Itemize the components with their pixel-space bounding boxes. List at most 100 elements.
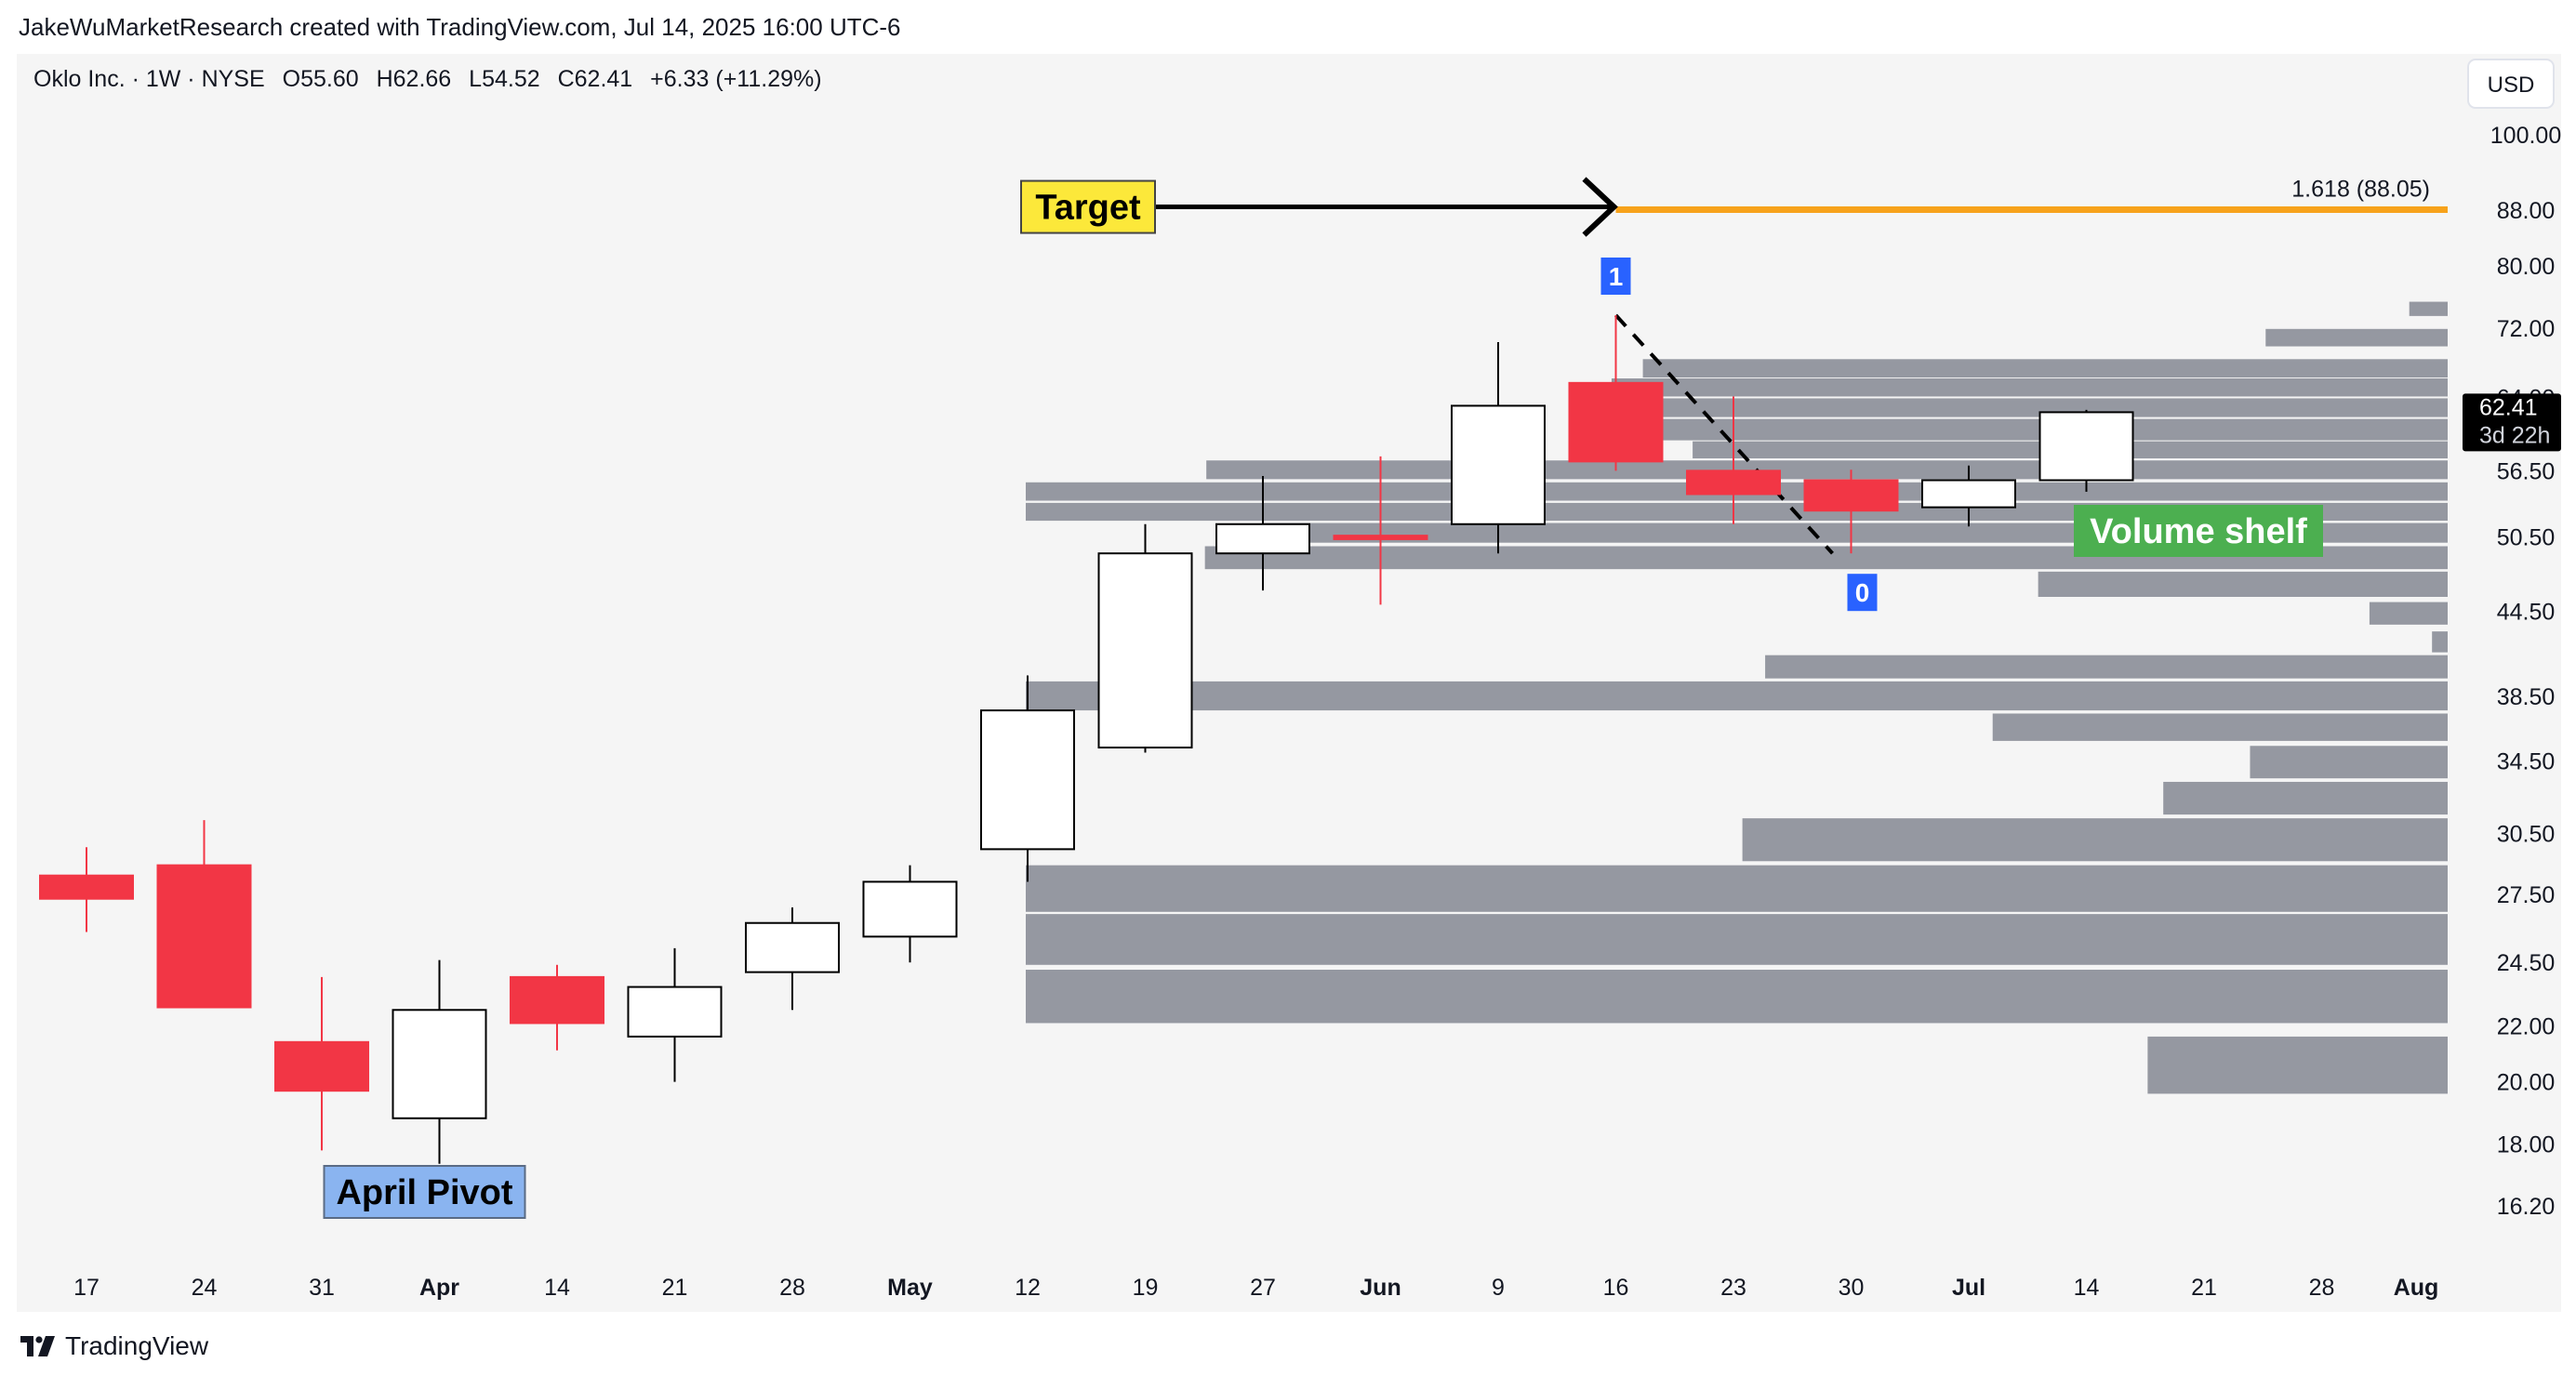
candle-body-down [274, 1040, 369, 1092]
time-axis-label: 28 [779, 1275, 805, 1301]
tradingview-logo-icon[interactable] [20, 1336, 56, 1356]
candle-body-down [1568, 381, 1664, 463]
candle[interactable] [156, 820, 252, 1009]
volume-profile-bar [1026, 865, 2448, 912]
time-axis-label: 12 [1015, 1275, 1041, 1301]
volume-profile-bar [2409, 301, 2448, 316]
price-axis-label: 24.50 [2497, 950, 2556, 976]
volume-profile-bar [1992, 713, 2448, 741]
price-axis[interactable]: 100.0088.0080.0072.0064.0056.5050.5044.5… [2490, 123, 2561, 1220]
candle-body-up [2038, 411, 2134, 482]
volume-shelf-label-text: Volume shelf [2090, 512, 2307, 551]
time-axis-label: 30 [1839, 1275, 1865, 1301]
april-pivot-label[interactable]: April Pivot [323, 1165, 526, 1219]
price-axis-label: 50.50 [2497, 524, 2556, 550]
chart-panel[interactable]: 1.618 (88.05) Target April Pivot Volume … [17, 54, 2561, 1312]
wave-dashed-line[interactable] [1614, 313, 1834, 555]
candle-body-up [627, 986, 723, 1038]
candle[interactable] [1451, 342, 1546, 554]
volume-profile-bar [1642, 359, 2448, 378]
candle-body-up [980, 709, 1075, 851]
price-axis-label: 56.50 [2497, 458, 2556, 484]
time-axis-label: Aug [2394, 1275, 2439, 1301]
svg-text:Oklo Inc. · 1W · NYSE: Oklo Inc. · 1W · NYSE O55.60 H62.66 L54.… [33, 66, 822, 92]
candle[interactable] [1333, 456, 1428, 605]
time-axis-label: 16 [1603, 1275, 1629, 1301]
candle[interactable] [2038, 409, 2134, 492]
price-axis-label: 100.00 [2490, 123, 2561, 149]
target-arrow[interactable] [1155, 177, 1618, 237]
legend-low: L54.52 [469, 66, 539, 92]
legend-change: +6.33 (+11.29%) [650, 66, 821, 92]
candle[interactable] [980, 675, 1075, 882]
april-pivot-label-box [323, 1165, 526, 1219]
price-axis-label: 16.20 [2497, 1194, 2556, 1220]
candlestick-series [39, 315, 2134, 1164]
candle-body-up [745, 921, 840, 973]
time-axis-label: May [887, 1275, 933, 1301]
candle-body-down [1803, 479, 1899, 512]
candle-body-up [1451, 404, 1546, 525]
candle-body-down [156, 864, 252, 1009]
candle[interactable] [1921, 465, 2016, 527]
time-axis-label: 31 [309, 1275, 335, 1301]
time-axis-label: 17 [73, 1275, 100, 1301]
volume-profile-bar [2432, 631, 2448, 653]
wave-marker-0[interactable]: 0 [1847, 574, 1878, 612]
candle-body-down [39, 874, 134, 900]
target-label-box [1020, 179, 1156, 234]
candle[interactable] [510, 964, 604, 1051]
fib-extension-label: 1.618 (88.05) [2291, 177, 2430, 203]
time-axis-label: 21 [2191, 1275, 2217, 1301]
time-axis-label: Jul [1952, 1275, 1985, 1301]
currency-button[interactable]: USD [2467, 59, 2555, 109]
volume-profile-bar [2147, 1036, 2448, 1094]
candle[interactable] [274, 976, 369, 1151]
candle-body-up [1921, 479, 2016, 509]
time-axis-label: 24 [192, 1275, 218, 1301]
candle-body-up [1097, 552, 1193, 749]
candle[interactable] [1803, 470, 1899, 554]
candle[interactable] [627, 947, 723, 1082]
time-axis-label: 14 [2074, 1275, 2100, 1301]
legend-open: O55.60 [283, 66, 359, 92]
price-axis-label: 18.00 [2497, 1131, 2556, 1158]
wave-marker-0-box [1847, 574, 1878, 612]
volume-profile-bar [2265, 328, 2448, 347]
volume-profile-bar [1611, 378, 2448, 397]
candle[interactable] [392, 959, 487, 1164]
candle[interactable] [745, 907, 840, 1011]
fib-extension: 1.618 (88.05) [1615, 177, 2448, 214]
time-axis-label: 23 [1720, 1275, 1746, 1301]
price-axis-label: 80.00 [2497, 254, 2556, 280]
target-label[interactable]: Target [1020, 179, 1156, 234]
candle[interactable] [39, 847, 134, 933]
volume-profile-bar [2250, 746, 2448, 779]
time-axis-label: 28 [2309, 1275, 2335, 1301]
candle-body-up [1215, 523, 1310, 555]
last-price-tag: 62.41 3d 22h [2463, 393, 2561, 452]
time-axis[interactable]: 17 24 31 Apr 14 21 28 May 12 19 27 Jun 9 16 23 30 Jul 14 2… [73, 1275, 2438, 1301]
candle[interactable] [1686, 396, 1781, 524]
candle[interactable] [1215, 475, 1310, 591]
time-axis-label: 21 [662, 1275, 688, 1301]
time-axis-label: 9 [1492, 1275, 1505, 1301]
volume-profile-bar [2163, 781, 2448, 815]
candle-body-down [1333, 535, 1428, 540]
candle-body-up [862, 880, 958, 938]
footer-brand[interactable]: TradingView [65, 1331, 209, 1360]
wave-marker-0-text: 0 [1855, 578, 1870, 607]
footer: TradingView [20, 1328, 208, 1365]
volume-profile-bar [1026, 969, 2448, 1024]
time-axis-label: Apr [419, 1275, 459, 1301]
candle[interactable] [862, 865, 958, 963]
time-axis-label: Jun [1360, 1275, 1401, 1301]
candle[interactable] [1097, 523, 1193, 753]
wave-marker-1[interactable]: 1 [1600, 258, 1631, 296]
candle-body-up [392, 1009, 487, 1119]
chart-svg[interactable]: 1.618 (88.05) Target April Pivot Volume … [17, 54, 2561, 1312]
bar-countdown: 3d 22h [2479, 422, 2550, 448]
candle[interactable] [1568, 315, 1664, 471]
volume-shelf-label[interactable]: Volume shelf [2074, 505, 2323, 557]
legend-symbol: Oklo Inc. · 1W · NYSE [33, 66, 265, 92]
